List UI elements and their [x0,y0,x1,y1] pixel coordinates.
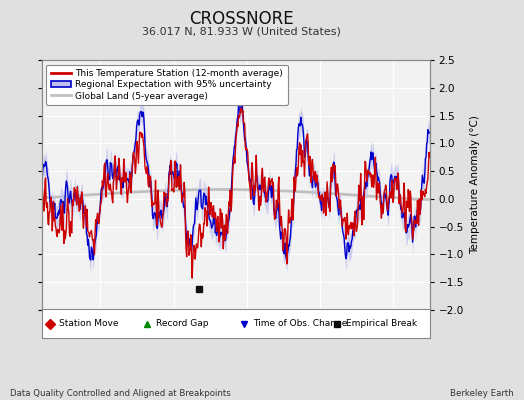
Text: CROSSNORE: CROSSNORE [189,10,293,28]
Text: Berkeley Earth: Berkeley Earth [450,389,514,398]
Text: Station Move: Station Move [59,319,119,328]
Y-axis label: Temperature Anomaly (°C): Temperature Anomaly (°C) [470,116,479,254]
Text: Data Quality Controlled and Aligned at Breakpoints: Data Quality Controlled and Aligned at B… [10,389,231,398]
Text: Time of Obs. Change: Time of Obs. Change [253,319,347,328]
Text: Empirical Break: Empirical Break [346,319,418,328]
Text: Record Gap: Record Gap [156,319,209,328]
Legend: This Temperature Station (12-month average), Regional Expectation with 95% uncer: This Temperature Station (12-month avera… [47,64,288,105]
Text: 36.017 N, 81.933 W (United States): 36.017 N, 81.933 W (United States) [141,26,341,36]
